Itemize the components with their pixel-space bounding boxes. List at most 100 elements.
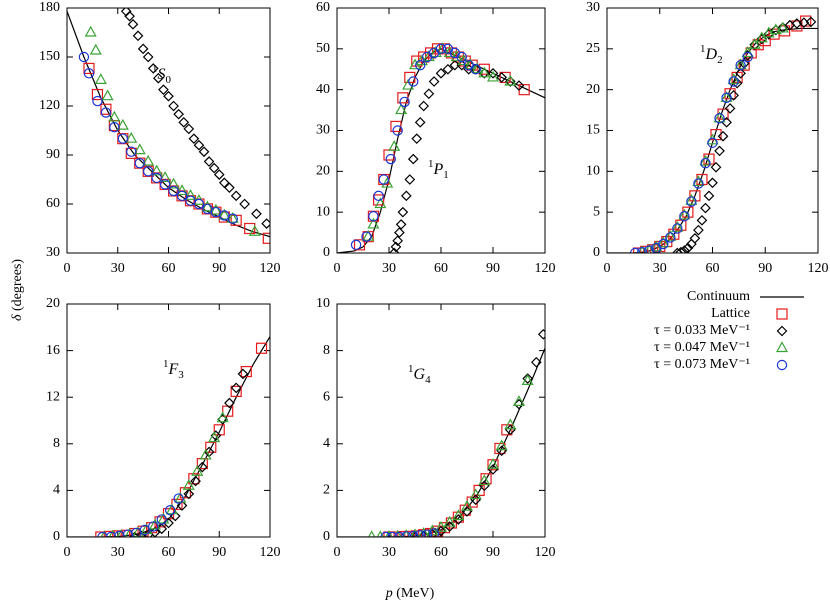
circle-marker xyxy=(168,185,179,197)
circle-marker xyxy=(693,178,704,189)
square-marker xyxy=(776,308,788,320)
diamond-marker xyxy=(776,325,788,337)
circle-marker xyxy=(227,213,238,224)
label-sub: 3 xyxy=(178,369,184,381)
diamond-marker xyxy=(190,475,201,487)
x-tick-label: 60 xyxy=(162,545,176,560)
triangle-marker xyxy=(504,418,517,430)
diamond-marker xyxy=(173,108,184,120)
x-tick-label: 60 xyxy=(706,261,720,276)
diamond-marker xyxy=(717,130,729,142)
circle-marker xyxy=(415,59,426,71)
triangle-marker xyxy=(443,515,456,527)
triangle-marker xyxy=(201,200,214,212)
diamond-marker xyxy=(530,356,542,368)
panel-label: 1P1 xyxy=(428,158,449,181)
y-tick-label: 20 xyxy=(316,164,330,179)
diamond-marker xyxy=(239,198,250,210)
square-marker xyxy=(373,194,385,206)
y-tick-label: 90 xyxy=(46,147,60,162)
diamond-marker xyxy=(188,133,200,145)
diamond-marker xyxy=(193,139,205,151)
circle-marker xyxy=(421,529,433,537)
square-marker xyxy=(230,385,242,397)
triangle-marker xyxy=(685,193,698,205)
circle-marker xyxy=(435,43,447,55)
square-marker xyxy=(91,88,104,101)
triangle-marker xyxy=(450,50,463,62)
panel-label: 1D2 xyxy=(700,43,723,66)
triangle-marker xyxy=(699,154,712,166)
legend-label: τ = 0.073 MeV⁻¹ xyxy=(654,357,750,372)
circle-marker xyxy=(83,68,95,79)
triangle-marker xyxy=(741,46,754,58)
diamond-marker xyxy=(176,500,188,511)
diamond-marker xyxy=(522,373,534,384)
y-tick-label: 10 xyxy=(316,296,330,311)
diamond-marker xyxy=(224,397,235,409)
x-tick-label: 60 xyxy=(434,261,448,276)
circle-marker xyxy=(173,493,184,504)
diamond-marker xyxy=(142,51,154,63)
panel: 0 30 60 90 120 0 10 20 30 40 50 60 1P1 xyxy=(316,0,556,276)
y-axis-unit: (degrees) xyxy=(10,259,25,311)
square-marker xyxy=(633,247,645,253)
diamond-marker xyxy=(392,235,404,247)
triangle-marker xyxy=(374,197,387,209)
triangle-marker xyxy=(671,220,684,232)
diamond-marker xyxy=(714,145,725,157)
diamond-marker xyxy=(414,116,426,128)
frame xyxy=(606,7,819,254)
label-sup: 1 xyxy=(152,63,158,75)
triangle-marker xyxy=(657,236,670,248)
circle-marker xyxy=(380,531,391,537)
y-tick-label: 60 xyxy=(316,0,330,15)
y-tick-label: 12 xyxy=(46,389,60,404)
diamond-marker xyxy=(449,59,461,71)
y-axis-label: δ (degrees) xyxy=(10,259,25,321)
circle-marker xyxy=(193,198,205,210)
triangle-marker xyxy=(486,458,500,469)
triangle-marker xyxy=(727,73,740,84)
label-letter: G xyxy=(414,366,426,383)
circle-marker xyxy=(742,51,753,63)
label-sup: 1 xyxy=(408,363,414,375)
triangle-marker xyxy=(748,38,761,49)
label-sup: 1 xyxy=(700,43,706,55)
y-tick-label: 6 xyxy=(323,389,330,404)
diamond-marker xyxy=(230,190,242,202)
y-axis-symbol: δ xyxy=(10,314,25,321)
y-tick-label: 20 xyxy=(46,296,60,311)
triangle-marker xyxy=(776,21,789,33)
triangle-marker xyxy=(199,448,212,460)
diamond-marker xyxy=(127,18,139,30)
diamond-marker xyxy=(388,247,400,253)
plot-area xyxy=(337,328,545,537)
circle-marker xyxy=(126,146,137,157)
circle-marker xyxy=(707,137,718,148)
label-sub: 4 xyxy=(425,374,431,386)
diamond-marker xyxy=(390,241,402,253)
circle-marker xyxy=(700,157,711,169)
triangle-marker xyxy=(469,488,482,500)
triangle-marker xyxy=(191,465,204,476)
circle-marker xyxy=(415,530,426,537)
triangle-marker xyxy=(376,530,385,537)
triangle-marker xyxy=(769,23,782,35)
legend-label: τ = 0.047 MeV⁻¹ xyxy=(654,340,750,355)
triangle-marker xyxy=(418,527,430,537)
x-tick-label: 0 xyxy=(334,261,341,276)
diamond-marker xyxy=(183,488,195,500)
diamond-marker xyxy=(213,169,225,180)
square-marker xyxy=(390,120,402,133)
circle-marker xyxy=(134,157,145,169)
triangle-marker xyxy=(248,225,261,236)
x-tick-label: 60 xyxy=(434,545,448,560)
x-tick-label: 30 xyxy=(111,545,125,560)
square-marker xyxy=(397,92,409,104)
diamond-marker xyxy=(679,245,690,253)
diamond-marker xyxy=(163,90,174,102)
circle-marker xyxy=(350,239,362,251)
diamond-marker xyxy=(400,190,412,202)
